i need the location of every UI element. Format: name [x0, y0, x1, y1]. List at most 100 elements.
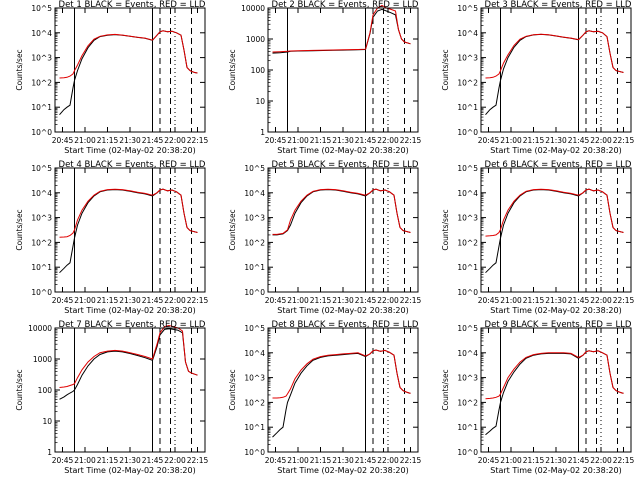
x-tick-label: 21:15 [523, 456, 545, 465]
x-axis-label: Start Time (02-May-02 20:38:20) [277, 466, 408, 475]
chart-svg: 10^010^110^210^310^410^520:45 21:00 21:15 2… [441, 320, 635, 475]
y-tick-label: 10^1 [31, 103, 52, 112]
chart-svg: 10^010^110^210^310^410^520:45 21:00 21:15 2… [441, 0, 635, 155]
x-tick-label: 21:45 [355, 456, 377, 465]
y-tick-label: 10^2 [457, 238, 478, 247]
x-tick-label: 22:15 [613, 456, 635, 465]
series-line-events [59, 30, 198, 116]
x-tick-label: 20:45 [478, 456, 500, 465]
x-axis-label: Start Time (02-May-02 20:38:20) [64, 306, 195, 315]
x-tick-label: 21:15 [310, 456, 332, 465]
x-tick-label: 21:45 [355, 136, 377, 145]
y-axis-label: Counts/sec [15, 369, 24, 410]
series-line-events [485, 350, 624, 436]
y-tick-label: 10000 [28, 324, 52, 333]
x-tick-label: 20:45 [52, 296, 74, 305]
chart-svg: 10^010^110^210^310^410^520:45 21:00 21:15 2… [228, 160, 422, 315]
x-tick-label: 21:30 [332, 456, 354, 465]
y-tick-label: 10^3 [457, 214, 478, 223]
series-line-events [272, 188, 411, 236]
y-tick-label: 10^1 [244, 263, 265, 272]
y-tick-label: 10^5 [457, 164, 478, 173]
y-tick-label: 10^1 [457, 423, 478, 432]
plot-frame [267, 167, 419, 293]
y-axis-label: Counts/sec [441, 49, 450, 90]
chart-svg: 10^010^110^210^310^410^520:45 21:00 21:15 2… [441, 160, 635, 315]
y-tick-label: 10^4 [244, 189, 265, 198]
y-axis-label: Counts/sec [228, 209, 237, 250]
chart-title: Det 2 BLACK = Events, RED = LLD [272, 0, 419, 10]
x-tick-label: 22:00 [590, 136, 612, 145]
y-tick-label: 10^0 [244, 288, 265, 297]
x-tick-label: 21:15 [523, 296, 545, 305]
y-axis-label: Counts/sec [441, 369, 450, 410]
x-tick-label: 22:00 [590, 296, 612, 305]
x-tick-label: 21:00 [500, 296, 522, 305]
detector-panel-3: 10^0 10^1 10^2 10^3 10^4 10^5 20:45 21:00 21:15 2… [426, 0, 639, 160]
y-tick-label: 10^0 [457, 288, 478, 297]
x-axis-label: Start Time (02-May-02 20:38:20) [64, 146, 195, 155]
x-tick-label: 21:30 [545, 296, 567, 305]
y-tick-label: 10^1 [457, 263, 478, 272]
x-tick-label: 22:00 [164, 136, 186, 145]
y-tick-label: 10^3 [31, 214, 52, 223]
series-line-lld [485, 30, 624, 79]
x-tick-label: 22:00 [590, 456, 612, 465]
chart-title: Det 8 BLACK = Events, RED = LLD [272, 320, 419, 330]
x-tick-label: 21:45 [142, 136, 164, 145]
y-tick-label: 10^5 [244, 324, 265, 333]
x-tick-label: 21:00 [287, 296, 309, 305]
plot-frame [54, 327, 206, 453]
x-tick-label: 20:45 [265, 136, 287, 145]
x-tick-label: 21:30 [332, 296, 354, 305]
x-tick-label: 20:45 [265, 456, 287, 465]
x-tick-label: 21:45 [568, 136, 590, 145]
x-tick-label: 21:30 [119, 296, 141, 305]
x-tick-label: 21:30 [545, 136, 567, 145]
x-tick-label: 21:15 [310, 296, 332, 305]
series-line-lld [59, 30, 198, 79]
chart-svg: 10^010^110^210^310^410^520:45 21:00 21:15 2… [15, 0, 209, 155]
y-tick-label: 10^2 [457, 78, 478, 87]
chart-title: Det 7 BLACK = Events, RED = LLD [59, 320, 206, 330]
series-line-lld [59, 324, 198, 388]
y-tick-label: 10^1 [31, 263, 52, 272]
y-tick-label: 10^0 [244, 448, 265, 457]
series-line-events [485, 188, 624, 274]
x-axis-label: Start Time (02-May-02 20:38:20) [277, 146, 408, 155]
x-axis-label: Start Time (02-May-02 20:38:20) [277, 306, 408, 315]
x-tick-label: 22:15 [400, 296, 422, 305]
y-tick-label: 10^0 [31, 288, 52, 297]
y-tick-label: 10 [255, 97, 265, 106]
y-tick-label: 10^2 [244, 398, 265, 407]
x-tick-label: 20:45 [52, 456, 74, 465]
x-tick-label: 21:00 [500, 136, 522, 145]
x-tick-label: 22:00 [377, 456, 399, 465]
x-tick-label: 21:30 [119, 136, 141, 145]
detector-panel-9: 10^0 10^1 10^2 10^3 10^4 10^5 20:45 21:00 21:15 2… [426, 320, 639, 480]
y-tick-label: 10^4 [31, 189, 52, 198]
x-tick-label: 22:15 [613, 296, 635, 305]
series-line-lld [272, 349, 411, 399]
detector-panel-6: 10^0 10^1 10^2 10^3 10^4 10^5 20:45 21:00 21:15 2… [426, 160, 639, 320]
x-tick-label: 20:45 [478, 296, 500, 305]
chart-title: Det 5 BLACK = Events, RED = LLD [272, 160, 419, 170]
plot-frame [480, 327, 632, 453]
x-tick-label: 21:45 [568, 296, 590, 305]
series-line-events [59, 328, 198, 400]
y-tick-label: 10^4 [457, 29, 478, 38]
series-line-events [485, 30, 624, 116]
y-tick-label: 1000 [33, 355, 52, 364]
y-tick-label: 10^3 [457, 374, 478, 383]
y-axis-label: Counts/sec [228, 49, 237, 90]
series-line-lld [59, 188, 198, 238]
y-tick-label: 10^0 [31, 128, 52, 137]
x-tick-label: 21:00 [287, 456, 309, 465]
y-tick-label: 10^2 [31, 78, 52, 87]
y-tick-label: 10^0 [457, 448, 478, 457]
chart-title: Det 3 BLACK = Events, RED = LLD [485, 0, 632, 10]
x-tick-label: 21:45 [355, 296, 377, 305]
x-tick-label: 21:15 [310, 136, 332, 145]
x-tick-label: 21:15 [523, 136, 545, 145]
detector-panel-4: 10^0 10^1 10^2 10^3 10^4 10^5 20:45 21:00 21:15 2… [0, 160, 213, 320]
